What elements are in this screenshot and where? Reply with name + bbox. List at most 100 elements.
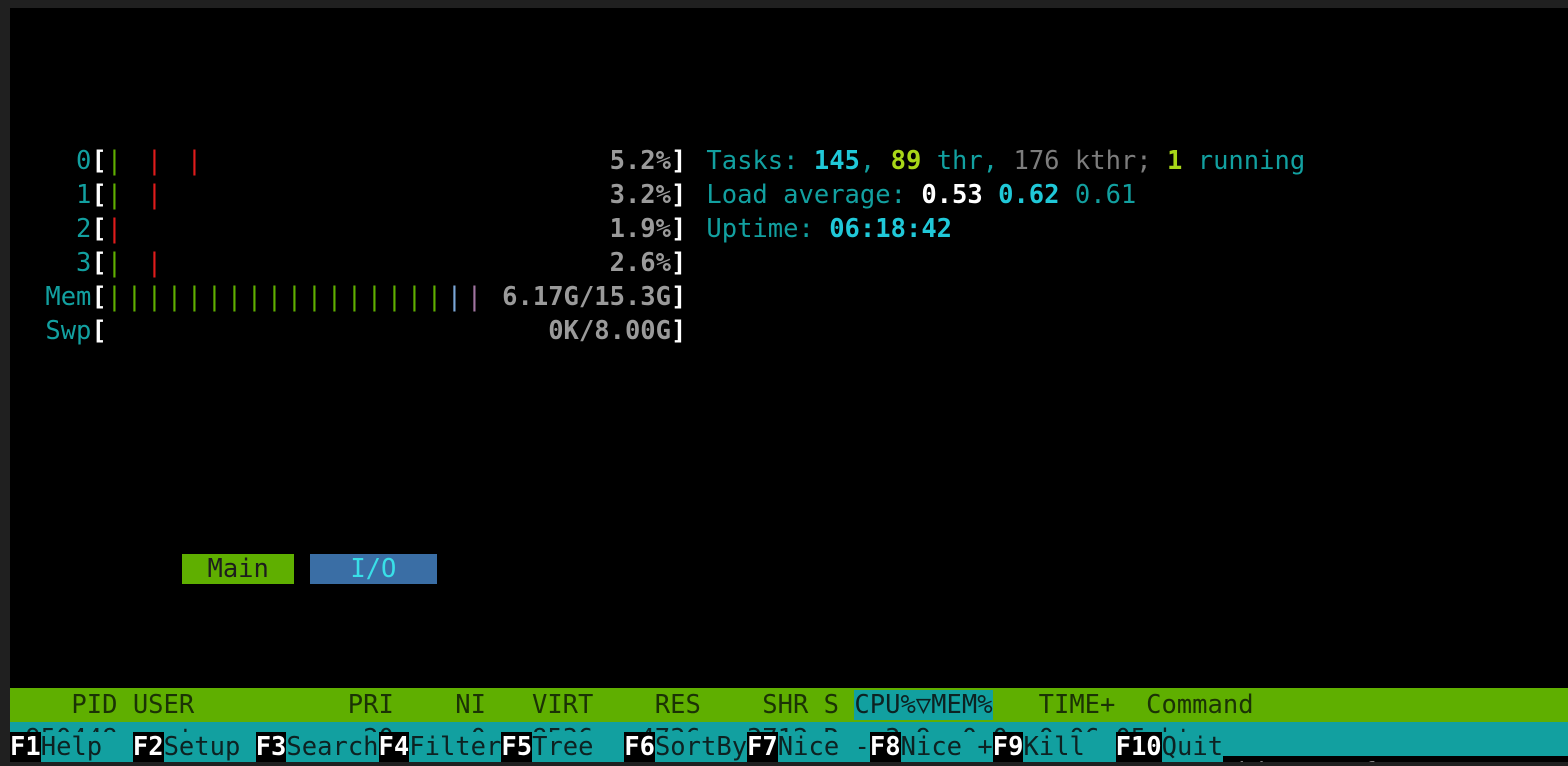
fkey-label-sortby[interactable]: SortBy bbox=[654, 732, 748, 762]
load-label: Load average: bbox=[706, 180, 922, 210]
table-header-right[interactable]: TIME+ Command bbox=[992, 690, 1254, 720]
fkey-label-nice-[interactable]: Nice + bbox=[900, 732, 993, 762]
meter-bar-cell: | bbox=[146, 248, 163, 278]
tasks-label: Tasks: bbox=[706, 146, 814, 176]
meter-bar-cell bbox=[227, 178, 247, 212]
meter-bar-cell bbox=[367, 246, 387, 280]
meter-bar-cell bbox=[447, 144, 467, 178]
meter-bar-cell bbox=[167, 144, 187, 178]
fkey-f3[interactable]: F3 bbox=[255, 732, 287, 762]
meter-bar-cell bbox=[367, 144, 387, 178]
meter-bar-cell bbox=[267, 314, 287, 348]
fkey-label-kill[interactable]: Kill bbox=[1023, 732, 1116, 762]
meter-bar-cell bbox=[207, 144, 227, 178]
meter-bar-cell bbox=[467, 212, 487, 246]
fkey-label-quit[interactable]: Quit bbox=[1161, 732, 1224, 762]
fkey-f2[interactable]: F2 bbox=[132, 732, 164, 762]
meter-bar-cell bbox=[327, 314, 347, 348]
meter-bar-cell bbox=[367, 178, 387, 212]
meter-bar-cell bbox=[247, 144, 267, 178]
meter-bar-cell: | bbox=[226, 282, 243, 312]
meter-bar-cell bbox=[427, 314, 447, 348]
meter-bar-cell bbox=[387, 246, 407, 280]
meter-bar-cell bbox=[347, 314, 367, 348]
meter-bar-cell bbox=[467, 314, 487, 348]
meter-bar-cell: | bbox=[366, 282, 383, 312]
tasks-threads: 89 bbox=[890, 146, 922, 176]
tab-i-o[interactable]: I/O bbox=[309, 554, 438, 584]
meter-close-bracket: ] bbox=[671, 180, 687, 210]
fkey-f7[interactable]: F7 bbox=[747, 732, 778, 762]
meter-bar-cell bbox=[267, 178, 287, 212]
meter-bar-cell bbox=[107, 314, 127, 348]
meter-bar-cell bbox=[447, 314, 467, 348]
meter-bar-cell bbox=[187, 246, 207, 280]
meter-label: Swp bbox=[30, 316, 92, 346]
meter-open-bracket: [ bbox=[91, 282, 107, 312]
meter-bar-cell: | bbox=[146, 282, 163, 312]
tasks-sep bbox=[1152, 146, 1167, 176]
meter-close-bracket: ] bbox=[671, 214, 687, 244]
meter-bar-cell bbox=[267, 246, 287, 280]
meter-bar-cell: | bbox=[306, 282, 323, 312]
fkey-f5[interactable]: F5 bbox=[501, 732, 533, 762]
meter-label: 0 bbox=[30, 146, 92, 176]
meter-bar-cell: | bbox=[106, 146, 123, 176]
meter-value: 2.6% bbox=[486, 248, 672, 278]
tasks-running: 1 bbox=[1167, 146, 1183, 176]
meter-open-bracket: [ bbox=[91, 180, 107, 210]
meter-bar-cell bbox=[467, 178, 487, 212]
meter-bar-cell: | bbox=[266, 282, 283, 312]
fkey-label-tree[interactable]: Tree bbox=[532, 732, 625, 762]
meter-bar-cell bbox=[347, 212, 367, 246]
meter-close-bracket: ] bbox=[671, 248, 687, 278]
table-header-row[interactable]: PID USER PRI NI VIRT RES SHR S CPU%▽MEM%… bbox=[10, 688, 1568, 722]
table-header-sort-cpu[interactable]: CPU%▽MEM% bbox=[854, 690, 993, 720]
meter-bar-cell bbox=[367, 212, 387, 246]
meter-bar-cell bbox=[387, 144, 407, 178]
meter-bar-cell: | bbox=[346, 282, 363, 312]
tab-main[interactable]: Main bbox=[182, 554, 295, 584]
fkey-f4[interactable]: F4 bbox=[378, 732, 410, 762]
screen-tabs[interactable]: Main I/O bbox=[10, 518, 1568, 584]
meter-bar-cell bbox=[467, 144, 487, 178]
meter-label: 2 bbox=[30, 214, 92, 244]
meter-bar-cell bbox=[327, 178, 347, 212]
meter-bar-cell bbox=[467, 246, 487, 280]
function-key-bar[interactable]: F1Help F2Setup F3SearchF4FilterF5Tree F6… bbox=[10, 730, 1568, 764]
meter-bar-cell bbox=[247, 178, 267, 212]
table-header-left[interactable]: PID USER PRI NI VIRT RES SHR S bbox=[10, 690, 855, 720]
meter-value: 3.2% bbox=[486, 180, 672, 210]
fkey-f9[interactable]: F9 bbox=[992, 732, 1024, 762]
fkey-f8[interactable]: F8 bbox=[869, 732, 901, 762]
meter-bar-cell bbox=[167, 178, 187, 212]
meter-bar-cell bbox=[347, 144, 367, 178]
fkey-label-nice-[interactable]: Nice - bbox=[777, 732, 870, 762]
swap-meter: Swp[ 0K/8.00G] bbox=[10, 314, 1568, 348]
meter-bar-cell bbox=[247, 314, 267, 348]
meter-bar-cell bbox=[267, 212, 287, 246]
fkey-f10[interactable]: F10 bbox=[1115, 732, 1162, 762]
meter-bar-cell bbox=[207, 314, 227, 348]
cpu-meter-3: 3[| | 2.6%] bbox=[10, 246, 1568, 280]
meter-bar-cell bbox=[247, 246, 267, 280]
fkey-label-help[interactable]: Help bbox=[40, 732, 133, 762]
meter-value: 6.17G/15.3G bbox=[486, 282, 672, 312]
fkey-f1[interactable]: F1 bbox=[10, 732, 41, 762]
meter-bar-cell bbox=[227, 144, 247, 178]
meter-bar-cell bbox=[407, 314, 427, 348]
meters-spacer bbox=[10, 348, 1568, 382]
fkey-f6[interactable]: F6 bbox=[624, 732, 655, 762]
meter-bar-cell bbox=[327, 212, 347, 246]
fkey-label-search[interactable]: Search bbox=[286, 732, 379, 762]
load-1min: 0.53 bbox=[921, 180, 983, 210]
fkey-label-setup[interactable]: Setup bbox=[163, 732, 256, 762]
fkey-label-filter[interactable]: Filter bbox=[409, 732, 502, 762]
meter-bar-cell bbox=[427, 144, 447, 178]
meter-bar-cell: | bbox=[406, 282, 423, 312]
meter-bar-cell bbox=[287, 212, 307, 246]
meter-bar-cell: | bbox=[446, 282, 463, 312]
meter-bar-cell bbox=[247, 212, 267, 246]
meter-bar-cell bbox=[307, 246, 327, 280]
meter-bar-cell bbox=[147, 314, 167, 348]
